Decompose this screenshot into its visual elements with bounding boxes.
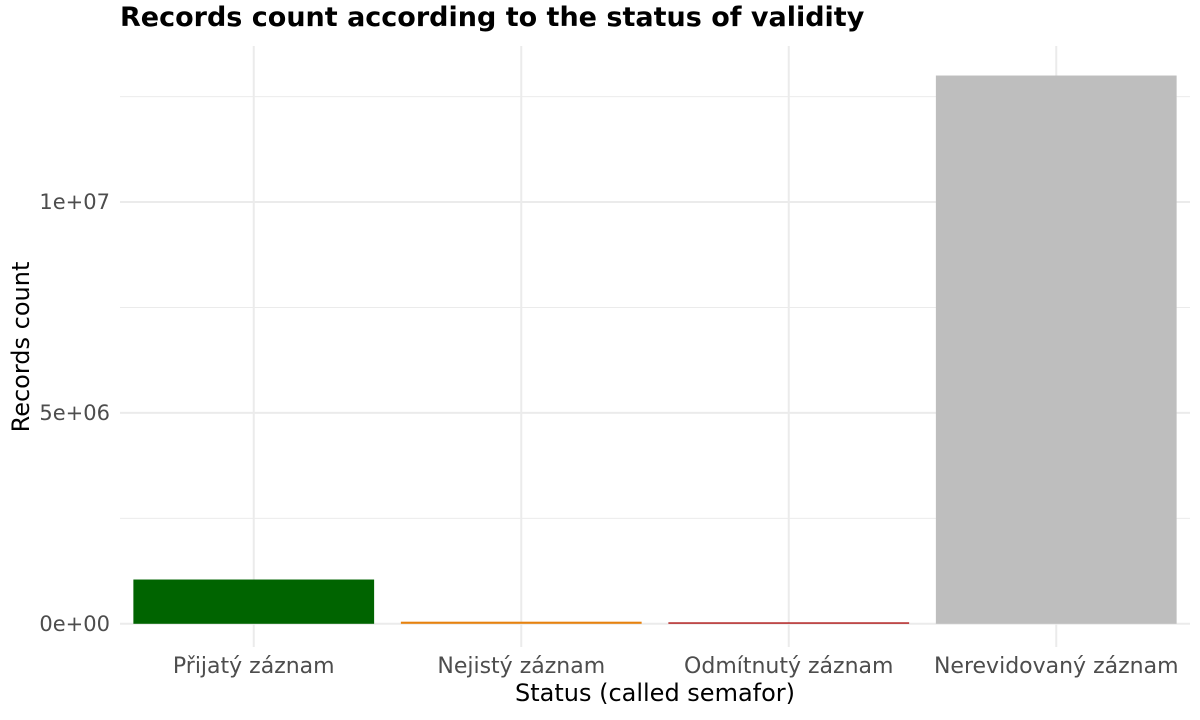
- bar: [935, 75, 1177, 624]
- y-tick-label: 0e+00: [39, 612, 110, 636]
- x-tick-label: Nerevidovaný záznam: [934, 654, 1179, 679]
- x-tick-label: Nejistý záznam: [437, 654, 605, 679]
- bar: [133, 579, 375, 624]
- x-axis-label: Status (called semafor): [514, 679, 796, 707]
- x-tick-label: Odmítnutý záznam: [684, 654, 893, 679]
- bar: [668, 622, 910, 624]
- bar: [400, 621, 642, 624]
- y-tick-label: 5e+06: [39, 401, 110, 425]
- chart-title: Records count according to the status of…: [120, 2, 865, 33]
- x-tick-label: Přijatý záznam: [173, 654, 335, 679]
- y-axis-label: Records count: [7, 261, 35, 433]
- y-tick-label: 1e+07: [39, 190, 110, 214]
